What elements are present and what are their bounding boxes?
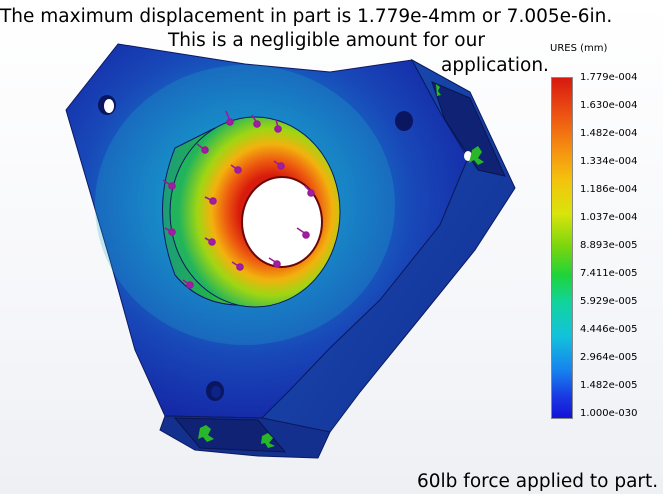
fixture-markers bbox=[198, 84, 484, 448]
legend-tick-label: 1.000e-030 bbox=[580, 408, 638, 419]
legend-tick-label: 7.411e-005 bbox=[580, 268, 638, 279]
caption-line-3: application. bbox=[441, 55, 549, 76]
caption-line-2: This is a negligible amount for our bbox=[168, 30, 485, 51]
legend-tick-label: 1.630e-004 bbox=[580, 100, 638, 111]
legend-tick-label: 1.186e-004 bbox=[580, 184, 638, 195]
legend-tick-label: 1.482e-005 bbox=[580, 380, 638, 391]
legend-tick-label: 4.446e-005 bbox=[580, 324, 638, 335]
legend-color-bar bbox=[551, 77, 573, 419]
caption-line-1: The maximum displacement in part is 1.77… bbox=[0, 6, 613, 27]
legend-tick-label: 8.893e-005 bbox=[580, 240, 638, 251]
legend-title: URES (mm) bbox=[550, 43, 608, 54]
legend-tick-label: 1.334e-004 bbox=[580, 156, 638, 167]
legend-tick-label: 2.964e-005 bbox=[580, 352, 638, 363]
legend-tick-label: 5.929e-005 bbox=[580, 296, 638, 307]
legend-tick-label: 1.037e-004 bbox=[580, 212, 638, 223]
mount-hole-top-right bbox=[395, 111, 413, 131]
load-arrows bbox=[162, 110, 315, 289]
right-pocket bbox=[431, 81, 506, 177]
legend-tick-label: 1.779e-004 bbox=[580, 72, 638, 83]
caption-bottom: 60lb force applied to part. bbox=[417, 471, 659, 492]
hub-bore bbox=[241, 176, 323, 268]
legend-tick-label: 1.482e-004 bbox=[580, 128, 638, 139]
bottom-pocket bbox=[173, 417, 287, 453]
